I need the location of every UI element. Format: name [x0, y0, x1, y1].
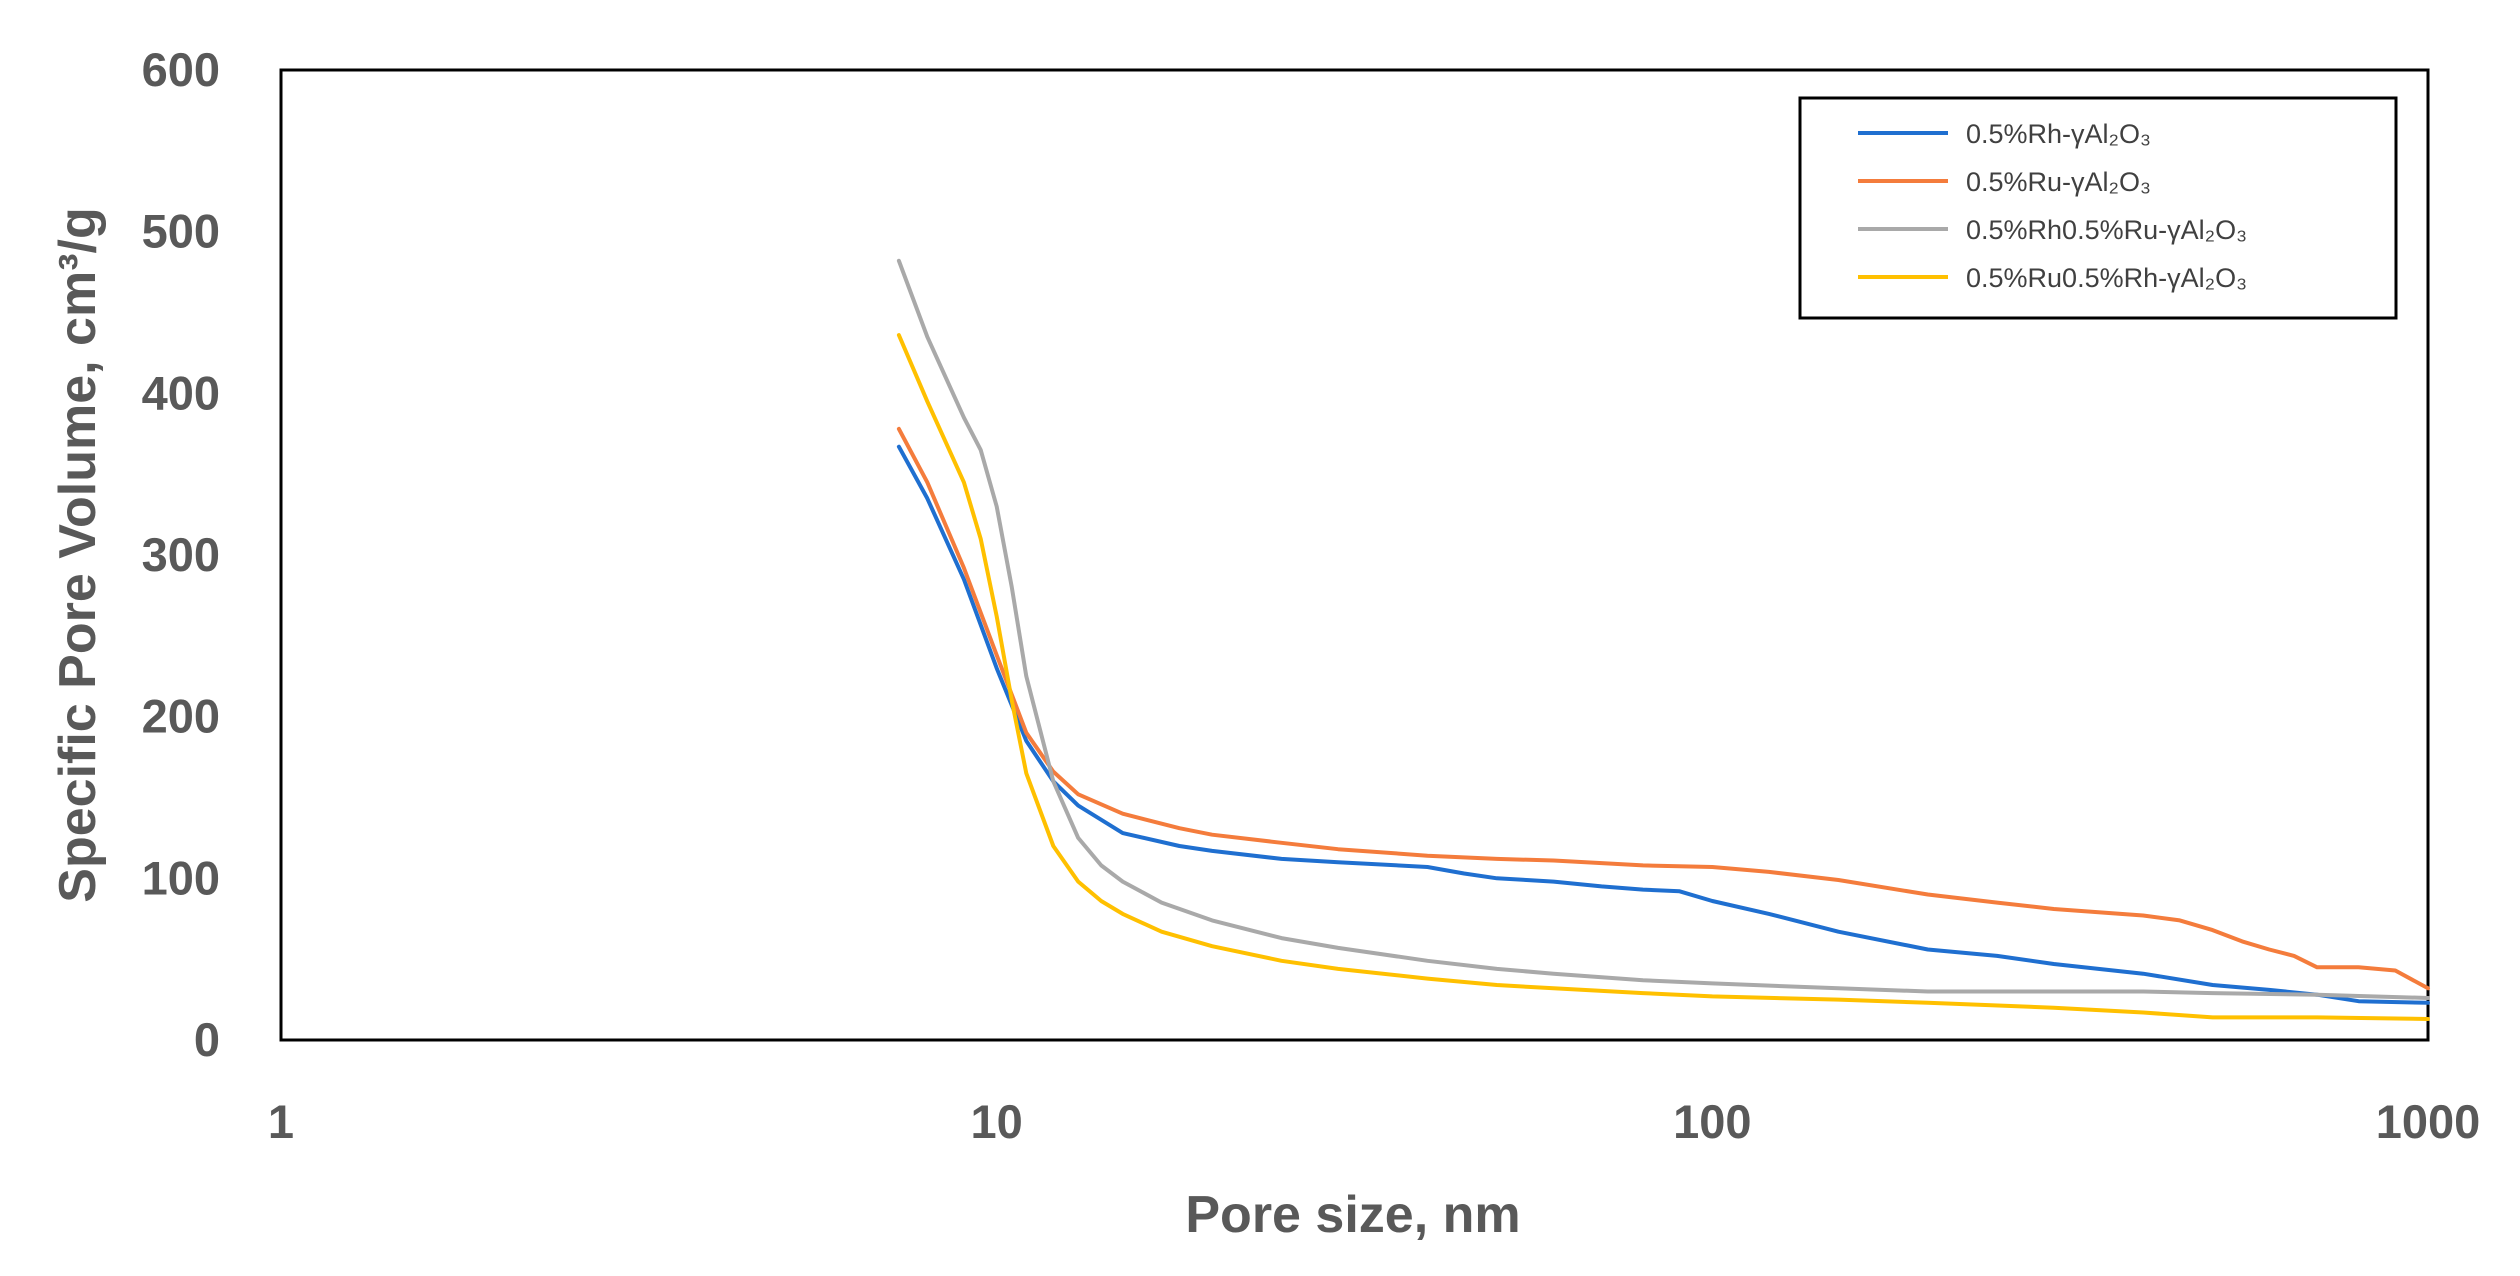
- y-tick-label: 0: [194, 1013, 220, 1066]
- y-tick-label: 400: [142, 366, 220, 419]
- legend-box: [1798, 96, 2398, 320]
- legend: 0.5%Rh-γAl₂O₃ 0.5%Ru-γAl₂O₃ 0.5%Rh0.5%Ru-γ…: [1798, 96, 2398, 320]
- x-tick-label: 1000: [2376, 1095, 2481, 1148]
- legend-label-1: 0.5%Ru-γAl₂O₃: [1966, 167, 2151, 197]
- x-tick-label: 100: [1673, 1095, 1751, 1148]
- legend-label-3: 0.5%Ru0.5%Rh-γAl₂O₃: [1966, 263, 2247, 293]
- x-axis-title: Pore size, nm: [1185, 1186, 1520, 1244]
- series-line-1: [896, 426, 2430, 991]
- y-axis-ticks: 0 100 200 300 400 500 600: [142, 43, 220, 1066]
- series-line-3: [896, 333, 2430, 1021]
- series-line-2: [896, 258, 2430, 1000]
- y-tick-label: 300: [142, 528, 220, 581]
- legend-label-2: 0.5%Rh0.5%Ru-γAl₂O₃: [1966, 215, 2247, 245]
- y-tick-label: 100: [142, 851, 220, 904]
- x-tick-label: 1: [268, 1095, 294, 1148]
- y-axis-title: Specific Pore Volume, cm³/g: [49, 207, 107, 902]
- series-line-0: [896, 444, 2430, 1005]
- y-tick-label: 200: [142, 690, 220, 743]
- y-tick-label: 600: [142, 43, 220, 96]
- x-axis-ticks: 1 10 100 1000: [268, 1095, 2480, 1148]
- series-lines: [896, 258, 2430, 1021]
- legend-label-0: 0.5%Rh-γAl₂O₃: [1966, 119, 2151, 149]
- x-tick-label: 10: [971, 1095, 1023, 1148]
- y-tick-label: 500: [142, 205, 220, 258]
- plot-area-border: [279, 68, 2430, 1042]
